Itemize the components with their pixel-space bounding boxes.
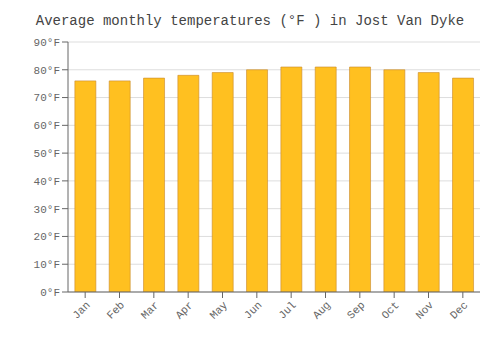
svg-text:Apr: Apr bbox=[173, 299, 195, 321]
svg-text:90°F: 90°F bbox=[34, 37, 60, 49]
svg-text:Oct: Oct bbox=[379, 299, 401, 321]
svg-text:10°F: 10°F bbox=[34, 259, 60, 271]
svg-text:40°F: 40°F bbox=[34, 176, 60, 188]
svg-text:60°F: 60°F bbox=[34, 120, 60, 132]
svg-text:Jan: Jan bbox=[70, 299, 92, 321]
svg-text:May: May bbox=[208, 299, 231, 322]
svg-text:Jun: Jun bbox=[242, 299, 264, 321]
svg-text:Aug: Aug bbox=[311, 299, 333, 321]
svg-text:Nov: Nov bbox=[414, 299, 437, 322]
svg-text:Dec: Dec bbox=[448, 299, 470, 321]
svg-text:Mar: Mar bbox=[139, 299, 161, 321]
svg-text:Sep: Sep bbox=[345, 299, 367, 321]
html-text:Average monthly temperatures (: Average monthly temperatures (°F ) in Jo… bbox=[35, 13, 465, 29]
svg-text:80°F: 80°F bbox=[34, 65, 60, 77]
svg-text:20°F: 20°F bbox=[34, 231, 60, 243]
svg-text:70°F: 70°F bbox=[34, 92, 60, 104]
svg-text:50°F: 50°F bbox=[34, 148, 60, 160]
svg-text:Feb: Feb bbox=[105, 299, 127, 321]
svg-text:30°F: 30°F bbox=[34, 204, 60, 216]
svg-text:Jul: Jul bbox=[276, 299, 298, 321]
svg-text:0°F: 0°F bbox=[40, 287, 60, 299]
